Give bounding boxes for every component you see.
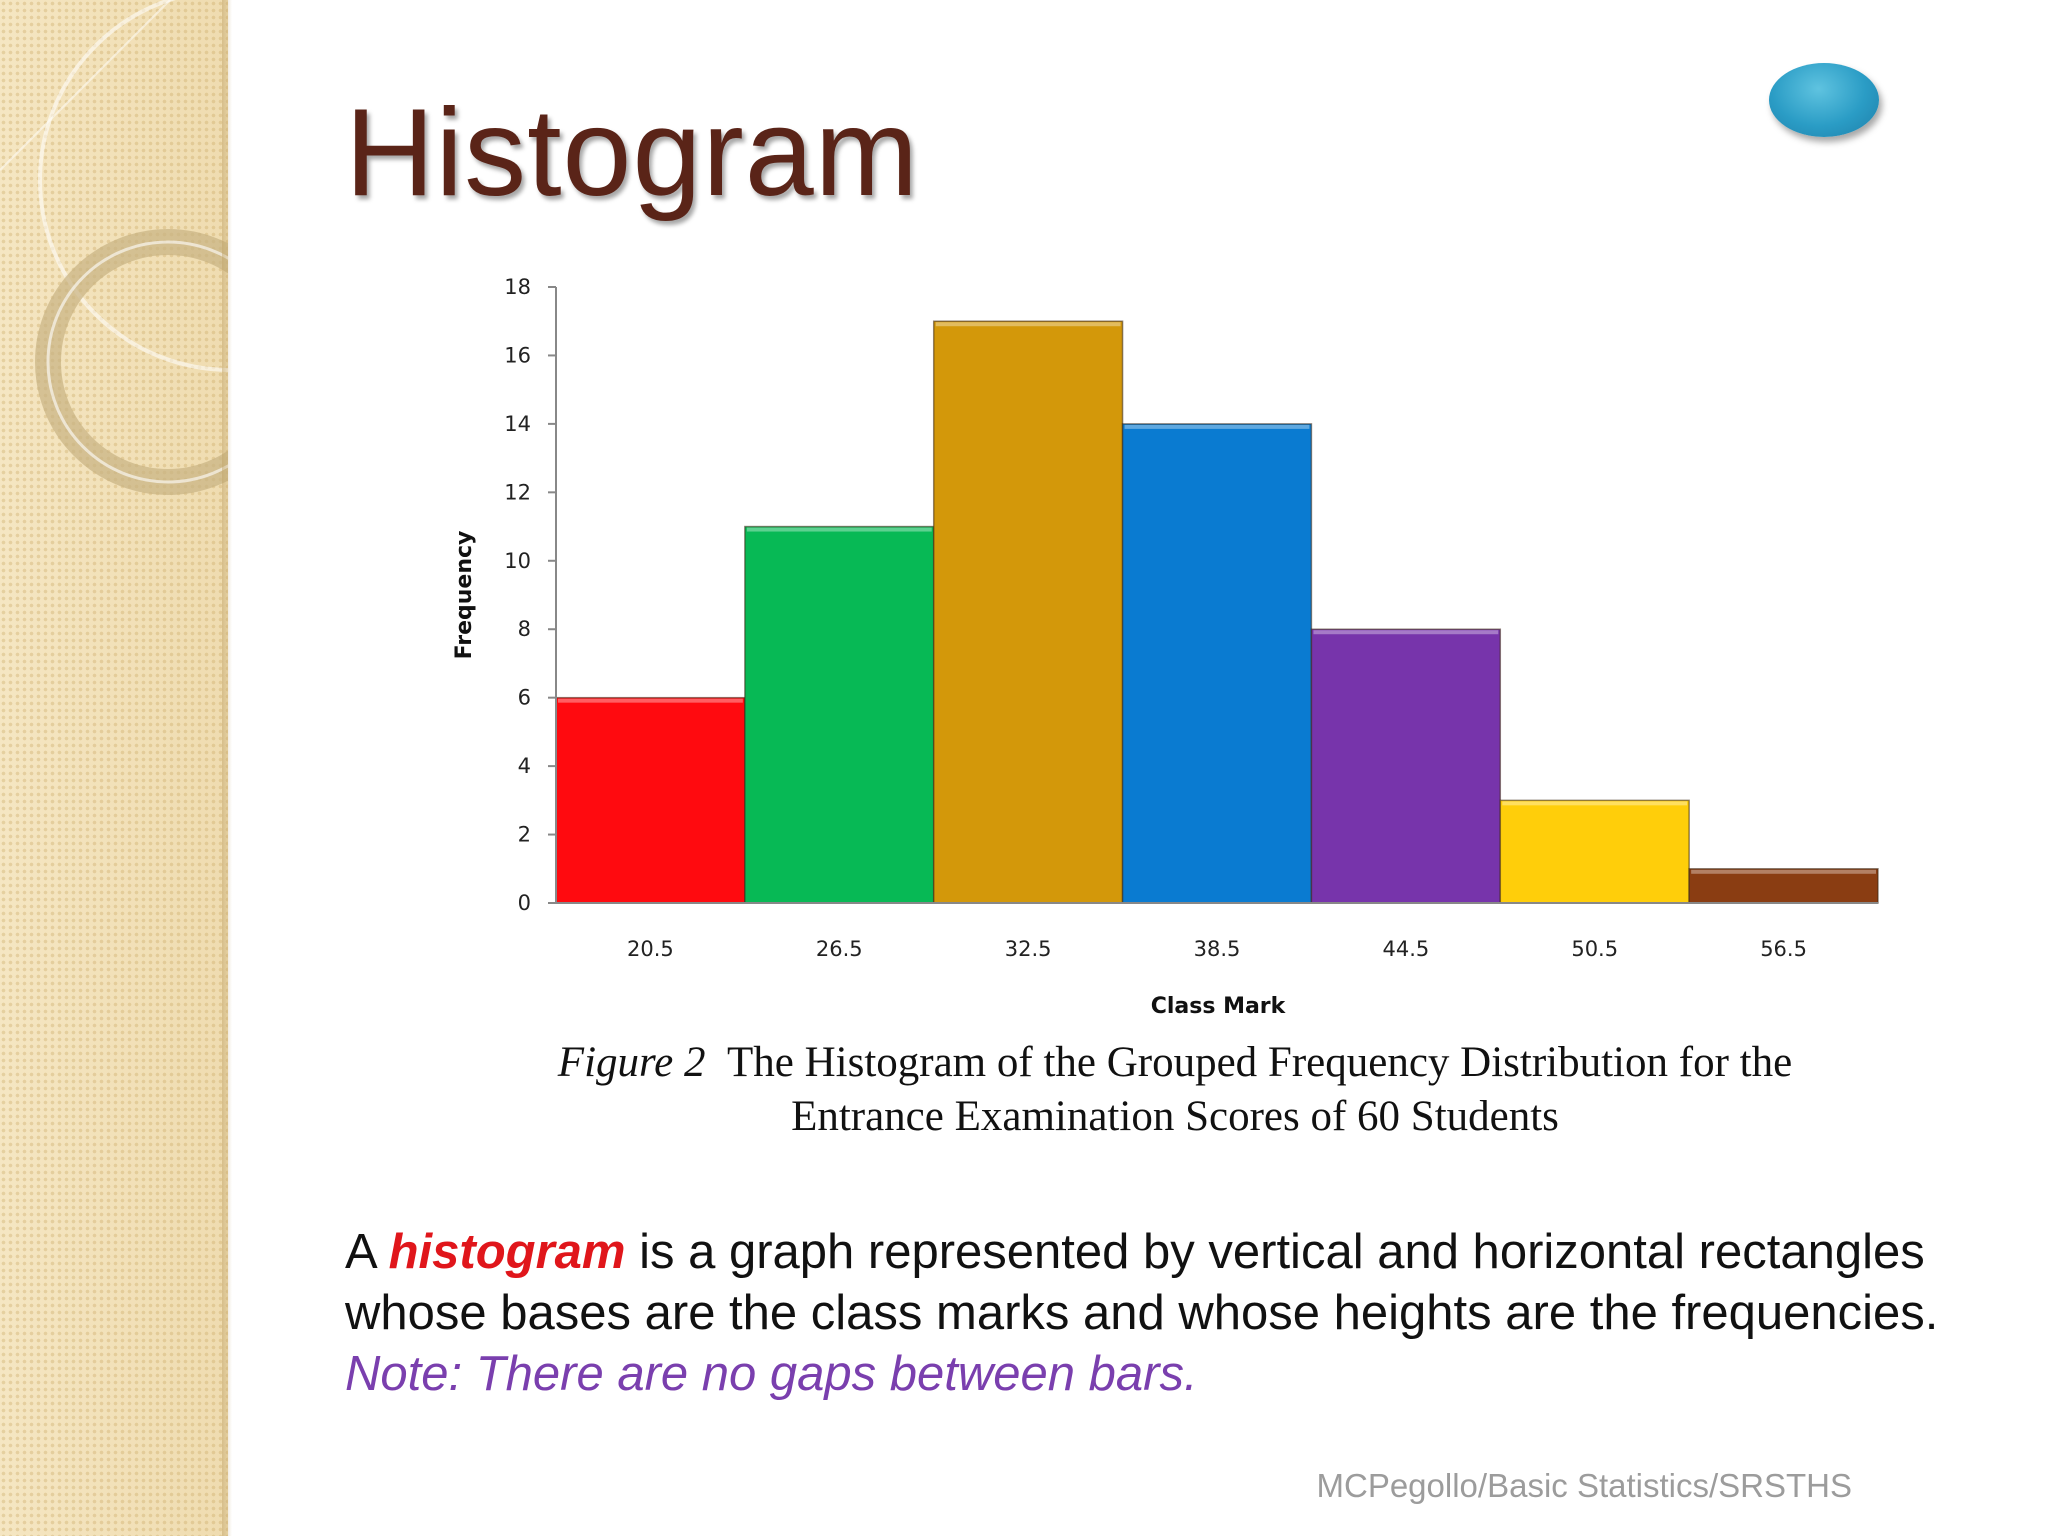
y-tick-label: 0: [518, 891, 531, 915]
page-title: Histogram: [345, 84, 920, 222]
histogram-bar: [1499, 799, 1690, 904]
bar-highlight: [1124, 424, 1310, 429]
caption-line-2: Entrance Examination Scores of 60 Studen…: [791, 1093, 1559, 1140]
caption-line-1: The Histogram of the Grouped Frequency D…: [726, 1039, 1793, 1086]
x-tick-label: 26.5: [816, 937, 863, 961]
labels-layer: 20.5 26.5 32.5 38.5 44.5 50.5 56.5 0 2 4 6 8 10 12 14 1…: [504, 275, 1807, 961]
decorative-sidebar: [0, 0, 228, 1536]
histogram-chart: 20.5 26.5 32.5 38.5 44.5 50.5 56.5 0 2 4 6 8 10 12 14 1…: [452, 275, 1879, 1019]
y-tick-label: 16: [504, 343, 531, 367]
footer-credit: MCPegollo/Basic Statistics/SRSTHS: [1316, 1467, 1853, 1504]
y-tick-label: 14: [504, 412, 531, 436]
bar-highlight: [1502, 801, 1688, 806]
y-tick-label: 6: [518, 686, 531, 710]
x-tick-label: 38.5: [1194, 937, 1241, 961]
x-tick-label: 56.5: [1760, 937, 1807, 961]
y-tick-label: 10: [504, 549, 531, 573]
x-axis-title: Class Mark: [1151, 994, 1287, 1019]
y-tick-label: 4: [518, 754, 531, 778]
histogram-bar: [1310, 628, 1502, 904]
histogram-bar: [555, 696, 746, 904]
x-tick-label: 20.5: [627, 937, 674, 961]
y-tick-label: 2: [518, 823, 531, 847]
figure-caption: Figure 2 The Histogram of the Grouped Fr…: [360, 1036, 1990, 1144]
bar-highlight: [558, 698, 743, 703]
definition-text: A histogram is a graph represented by ve…: [345, 1222, 2025, 1405]
definition-part-2: is a graph represented by vertical and h…: [345, 1225, 1939, 1340]
bars-layer: [555, 320, 1879, 904]
x-tick-label: 50.5: [1571, 937, 1618, 961]
bar-highlight: [746, 527, 932, 532]
figure-label: Figure 2: [557, 1039, 706, 1086]
sidebar-edge-shadow: [222, 0, 232, 1536]
bar-highlight: [935, 322, 1121, 327]
definition-keyword: histogram: [388, 1225, 626, 1279]
y-tick-label: 8: [518, 617, 531, 641]
x-tick-label: 32.5: [1005, 937, 1052, 961]
histogram-bar: [744, 525, 935, 904]
histogram-bar: [1688, 868, 1879, 904]
y-axis-title: Frequency: [452, 531, 477, 660]
y-tick-label: 12: [504, 480, 531, 504]
axes-layer: [548, 286, 1878, 904]
bar-highlight: [1313, 630, 1499, 635]
y-tick-label: 18: [504, 275, 531, 299]
decorative-oval: [1769, 63, 1879, 137]
definition-part-1: A: [345, 1225, 389, 1279]
decorative-rings: [0, 0, 228, 495]
x-tick-label: 44.5: [1382, 937, 1429, 961]
histogram-bar: [932, 320, 1124, 904]
definition-note: Note: There are no gaps between bars.: [345, 1347, 1198, 1401]
bar-highlight: [1691, 869, 1876, 874]
histogram-bar: [1121, 423, 1313, 904]
